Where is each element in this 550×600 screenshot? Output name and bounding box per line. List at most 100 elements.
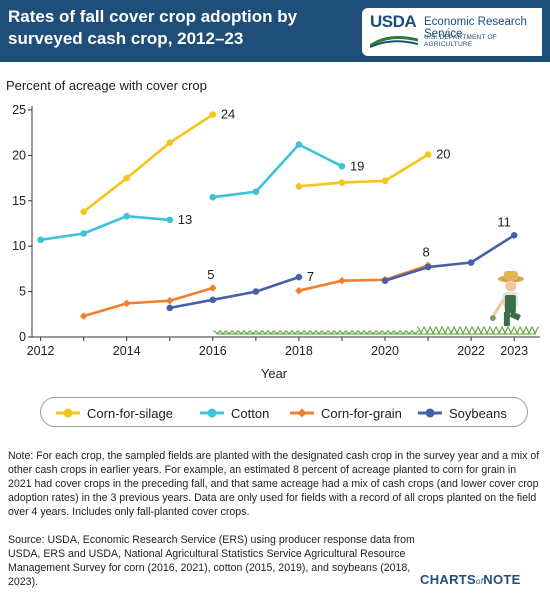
grass-blade xyxy=(422,326,432,335)
grass-blade xyxy=(452,326,462,335)
legend-swatch-corn-for-grain xyxy=(290,408,314,418)
data-point xyxy=(209,111,217,118)
grass-blade xyxy=(464,326,474,335)
data-point xyxy=(252,288,260,295)
brand-mid: of xyxy=(475,577,484,586)
grass-blade xyxy=(524,326,534,335)
data-point xyxy=(80,208,87,215)
agency-name: Economic Research Service xyxy=(424,16,527,40)
y-axis: 0 5 10 15 20 25 xyxy=(12,103,33,344)
series-corn-for-grain: 58 xyxy=(79,244,432,320)
series-line xyxy=(83,286,214,318)
data-point xyxy=(37,236,44,244)
data-point xyxy=(79,312,88,320)
data-point xyxy=(166,139,174,146)
legend-item-cotton[interactable]: Cotton xyxy=(199,403,269,423)
series-line xyxy=(169,275,300,310)
series-line xyxy=(40,214,170,242)
data-point xyxy=(295,286,303,295)
chart-title: Rates of fall cover crop adoption by sur… xyxy=(8,7,298,48)
series-line xyxy=(82,113,214,213)
y-tick-label: 25 xyxy=(12,103,26,117)
data-point xyxy=(295,273,303,281)
x-axis-label: Year xyxy=(261,366,288,381)
data-point xyxy=(165,296,174,305)
overalls xyxy=(504,295,516,313)
data-label: 19 xyxy=(350,158,364,173)
x-tick-label: 2018 xyxy=(285,344,313,358)
grass-blade xyxy=(411,330,420,335)
grass-blade xyxy=(428,326,438,335)
grass-blade xyxy=(476,326,486,335)
data-point xyxy=(252,188,260,196)
data-point xyxy=(381,277,389,285)
series-soybeans: 7 11 xyxy=(166,214,518,312)
legend-item-corn-for-silage[interactable]: Corn-for-silage xyxy=(55,403,173,423)
legend-swatch-soybeans xyxy=(418,408,442,418)
charts-of-note-brand[interactable]: CHARTSofNOTE xyxy=(420,572,521,587)
data-label: 11 xyxy=(497,214,511,229)
seedling xyxy=(489,315,496,321)
data-point xyxy=(424,263,432,271)
legend-label: Corn-for-silage xyxy=(87,405,173,421)
grass-blade xyxy=(482,326,492,335)
data-label: 7 xyxy=(307,269,314,284)
series-cotton: 13 19 xyxy=(37,141,364,244)
data-point xyxy=(80,230,87,237)
data-label: 13 xyxy=(178,212,192,227)
series-corn-for-silage: 24 20 xyxy=(80,107,451,215)
y-tick-label: 5 xyxy=(19,285,26,299)
data-point xyxy=(338,162,346,170)
data-point xyxy=(467,259,475,266)
y-tick-label: 15 xyxy=(12,194,26,208)
line-chart: Percent of acreage with cover crop 0 5 10 1… xyxy=(6,78,540,381)
data-point xyxy=(166,216,174,224)
series-line xyxy=(384,234,515,282)
x-tick-label: 2014 xyxy=(113,344,141,358)
data-point xyxy=(510,232,518,239)
leg-right xyxy=(509,311,521,321)
legend-item-corn-for-grain[interactable]: Corn-for-grain xyxy=(289,403,402,423)
leg-left xyxy=(503,312,510,326)
department-name: U.S. DEPARTMENT OF AGRICULTURE xyxy=(424,34,497,48)
data-point xyxy=(381,177,389,185)
legend-item-soybeans[interactable]: Soybeans xyxy=(417,403,507,423)
data-point xyxy=(123,212,131,220)
grass-blade xyxy=(506,326,516,335)
x-tick-label: 2016 xyxy=(199,344,227,358)
grass-blade xyxy=(434,326,444,335)
usda-swoosh-icon xyxy=(370,36,418,48)
data-point xyxy=(338,179,346,186)
legend-swatch-cotton xyxy=(200,408,224,418)
legend: Corn-for-silage Cotton Corn-for-grain So… xyxy=(40,397,528,427)
data-point xyxy=(209,284,217,292)
data-point xyxy=(295,141,303,148)
grass-blade xyxy=(488,326,498,335)
usda-logo[interactable]: USDA Economic Research Service U.S. DEPA… xyxy=(362,8,542,56)
x-tick-label: 2023 xyxy=(500,344,528,358)
grass-decoration xyxy=(213,326,540,335)
data-label: 20 xyxy=(436,146,450,161)
grass-blade xyxy=(494,326,504,335)
grass-blade xyxy=(512,326,522,335)
legend-label: Cotton xyxy=(231,405,270,421)
series-line xyxy=(298,264,429,292)
x-tick-label: 2022 xyxy=(457,344,485,358)
x-tick-label: 2012 xyxy=(27,344,55,358)
data-point xyxy=(209,193,217,201)
x-tick-label: 2020 xyxy=(371,344,399,358)
chart-source: Source: USDA, Economic Research Service … xyxy=(8,534,415,588)
y-tick-label: 20 xyxy=(12,148,26,162)
grass-blade xyxy=(446,326,456,335)
brand-left: CHARTS xyxy=(420,572,476,587)
usda-wordmark: USDA xyxy=(370,12,417,31)
chart-note: Note: For each crop, the sampled fields … xyxy=(8,450,540,518)
data-point xyxy=(122,299,131,308)
data-point xyxy=(123,174,131,182)
legend-swatch-corn-for-silage xyxy=(56,408,80,418)
grass-blade xyxy=(518,326,528,335)
y-tick-label: 0 xyxy=(19,330,26,344)
legend-label: Corn-for-grain xyxy=(321,405,402,421)
brand-right: NOTE xyxy=(483,572,521,587)
data-point xyxy=(209,296,217,304)
